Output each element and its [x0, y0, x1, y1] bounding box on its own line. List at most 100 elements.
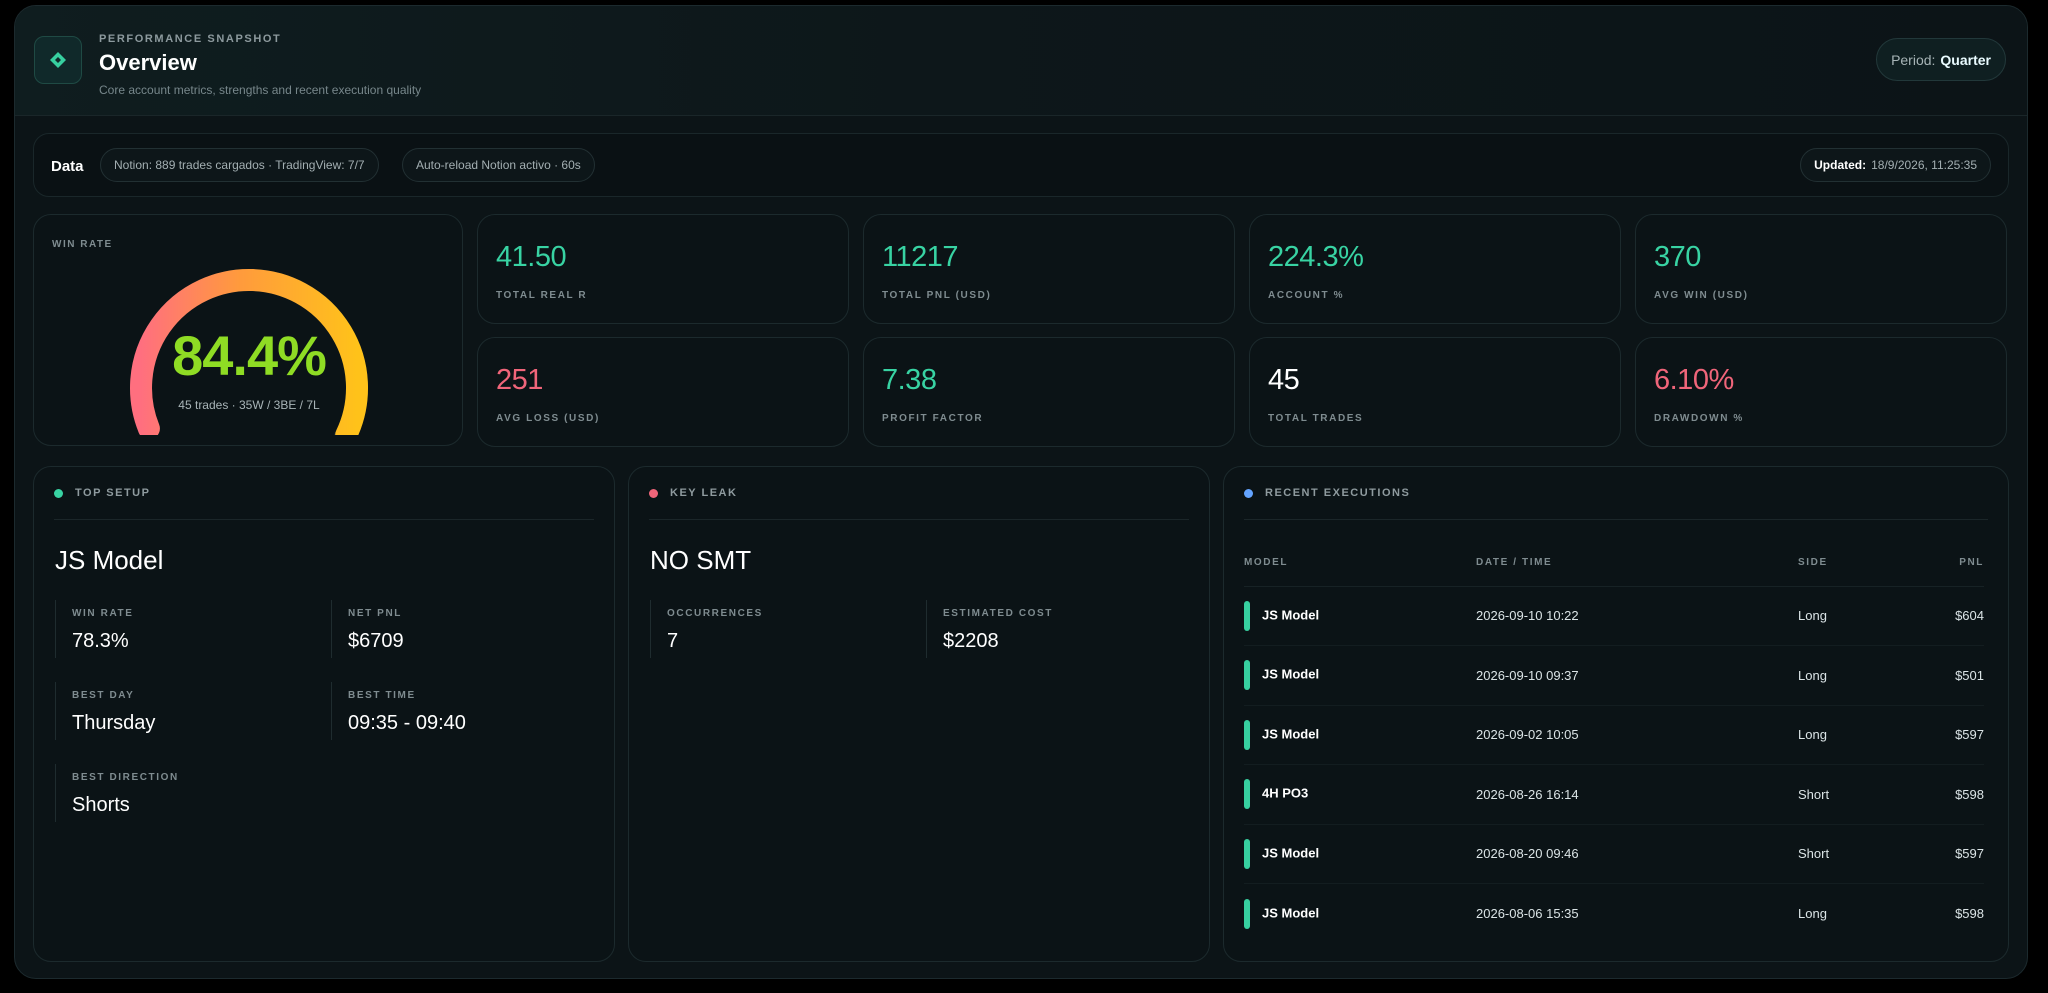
row-accent-bar [1244, 779, 1250, 810]
win-rate-value: 84.4% [172, 324, 327, 387]
table-row[interactable]: 4H PO3 2026-08-26 16:14 Short $598 [1244, 764, 1984, 825]
stat-value: 09:35 - 09:40 [348, 712, 466, 734]
win-rate-gauge [130, 269, 368, 435]
page-subtitle: Core account metrics, strengths and rece… [99, 83, 422, 97]
metric-card-drawdown: 6.10% DRAWDOWN % [1635, 337, 2007, 447]
column-header-side[interactable]: SIDE [1798, 540, 1918, 587]
updated-chip: Updated: 18/9/2026, 11:25:35 [1800, 148, 1991, 182]
recent-executions-panel: RECENT EXECUTIONS MODEL DATE / TIME SIDE… [1223, 466, 2009, 962]
cell-datetime: 2026-09-02 10:05 [1476, 705, 1798, 765]
stat-occurrences: OCCURRENCES 7 [650, 600, 910, 658]
metric-label: DRAWDOWN % [1654, 413, 1744, 424]
metric-label: TOTAL TRADES [1268, 413, 1364, 424]
updated-label: Updated: [1814, 158, 1867, 172]
cell-model: JS Model [1244, 705, 1476, 765]
status-dot-icon [1244, 488, 1253, 498]
metric-label: PROFIT FACTOR [882, 413, 984, 424]
cell-side: Long [1798, 906, 1827, 921]
metric-card-profit-factor: 7.38 PROFIT FACTOR [863, 337, 1235, 447]
cell-side: Short [1798, 824, 1918, 884]
cell-datetime: 2026-08-06 15:35 [1476, 906, 1579, 921]
row-accent-bar [1244, 838, 1250, 869]
cell-datetime: 2026-09-10 10:22 [1476, 586, 1798, 646]
table-row[interactable]: JS Model 2026-08-06 15:35 Long $598 [1244, 884, 1984, 944]
dashboard-shell: PERFORMANCE SNAPSHOT Overview Core accou… [14, 5, 2028, 979]
top-setup-name: JS Model [55, 545, 164, 575]
cell-datetime: 2026-08-26 16:14 [1476, 764, 1798, 825]
metric-value: 251 [496, 364, 543, 396]
period-value: Quarter [1940, 51, 1991, 68]
row-accent-bar [1244, 600, 1250, 631]
table-row[interactable]: JS Model 2026-08-20 09:46 Short $597 [1244, 824, 1984, 884]
table-header-row: MODEL DATE / TIME SIDE PNL [1244, 540, 1984, 587]
table-row[interactable]: JS Model 2026-09-10 10:22 Long $604 [1244, 586, 1984, 646]
metric-card-avg-loss: 251 AVG LOSS (USD) [477, 337, 849, 447]
panel-label: KEY LEAK [670, 487, 738, 499]
auto-reload-chip: Auto-reload Notion activo · 60s [402, 148, 595, 182]
notion-status-chip: Notion: 889 trades cargados · TradingVie… [100, 148, 379, 182]
cell-model: JS Model [1244, 884, 1476, 944]
cell-datetime: 2026-09-10 09:37 [1476, 645, 1798, 706]
stat-win-rate: WIN RATE 78.3% [55, 600, 315, 658]
stat-best-day: BEST DAY Thursday [55, 682, 315, 740]
metric-label: TOTAL PNL (USD) [882, 290, 992, 301]
column-header-model[interactable]: MODEL [1244, 540, 1476, 587]
panel-header: RECENT EXECUTIONS [1244, 467, 1988, 520]
stat-net-pnl: NET PNL $6709 [331, 600, 591, 658]
metric-value: 41.50 [496, 241, 567, 273]
stat-best-direction: BEST DIRECTION Shorts [55, 764, 315, 822]
stat-label: ESTIMATED COST [943, 608, 1053, 619]
model-name: JS Model [1262, 904, 1320, 920]
metric-value: 6.10% [1654, 364, 1734, 396]
table-row[interactable]: JS Model 2026-09-02 10:05 Long $597 [1244, 705, 1984, 765]
metric-value: 7.38 [882, 364, 937, 396]
model-name: JS Model [1262, 726, 1320, 742]
cell-model: 4H PO3 [1244, 764, 1476, 825]
cell-model: JS Model [1244, 645, 1476, 706]
page-eyebrow: PERFORMANCE SNAPSHOT [99, 33, 282, 45]
gauge-fill [130, 269, 368, 435]
row-accent-bar [1244, 898, 1250, 929]
cell-pnl: $597 [1918, 824, 1984, 884]
metric-value: 370 [1654, 241, 1701, 273]
cell-pnl: $501 [1918, 645, 1984, 706]
stat-label: BEST DAY [72, 690, 135, 701]
cell-model: JS Model [1244, 824, 1476, 884]
stat-estimated-cost: ESTIMATED COST $2208 [926, 600, 1186, 658]
stat-label: NET PNL [348, 608, 402, 619]
page-header: PERFORMANCE SNAPSHOT Overview Core accou… [15, 6, 2027, 116]
stat-label: OCCURRENCES [667, 608, 763, 619]
period-selector[interactable]: Period: Quarter [1876, 38, 2006, 81]
updated-value: 18/9/2026, 11:25:35 [1871, 158, 1977, 172]
metric-value: 224.3% [1268, 241, 1364, 273]
stat-best-time: BEST TIME 09:35 - 09:40 [331, 682, 591, 740]
stat-value: 78.3% [72, 630, 129, 652]
column-header-datetime[interactable]: DATE / TIME [1476, 540, 1798, 587]
stat-label: WIN RATE [72, 608, 134, 619]
metric-label: AVG LOSS (USD) [496, 413, 600, 424]
period-label: Period: [1891, 51, 1936, 68]
table-row[interactable]: JS Model 2026-09-10 09:37 Long $501 [1244, 645, 1984, 706]
metric-value: 11217 [882, 241, 959, 273]
status-dot-icon [54, 488, 63, 498]
stat-value: Shorts [72, 794, 130, 816]
key-leak-panel: KEY LEAK NO SMT OCCURRENCES 7 ESTIMATED … [628, 466, 1210, 962]
model-name: JS Model [1262, 607, 1320, 623]
stat-value: $6709 [348, 630, 404, 652]
metric-card-total-pnl: 11217 TOTAL PNL (USD) [863, 214, 1235, 324]
data-source-bar: Data Notion: 889 trades cargados · Tradi… [33, 133, 2009, 197]
cell-side: Long [1798, 645, 1918, 706]
model-name: JS Model [1262, 845, 1320, 861]
column-header-pnl[interactable]: PNL [1918, 540, 1984, 587]
data-label: Data [51, 158, 84, 175]
stat-value: Thursday [72, 712, 156, 734]
metric-label: AVG WIN (USD) [1654, 290, 1749, 301]
cell-pnl: $598 [1955, 906, 1984, 921]
metric-card-total-trades: 45 TOTAL TRADES [1249, 337, 1621, 447]
panel-header: KEY LEAK [649, 467, 1189, 520]
metric-value: 45 [1268, 364, 1300, 396]
cell-side: Long [1798, 705, 1918, 765]
metric-card-account-percent: 224.3% ACCOUNT % [1249, 214, 1621, 324]
key-leak-name: NO SMT [650, 545, 752, 575]
metric-label: TOTAL REAL R [496, 290, 588, 301]
